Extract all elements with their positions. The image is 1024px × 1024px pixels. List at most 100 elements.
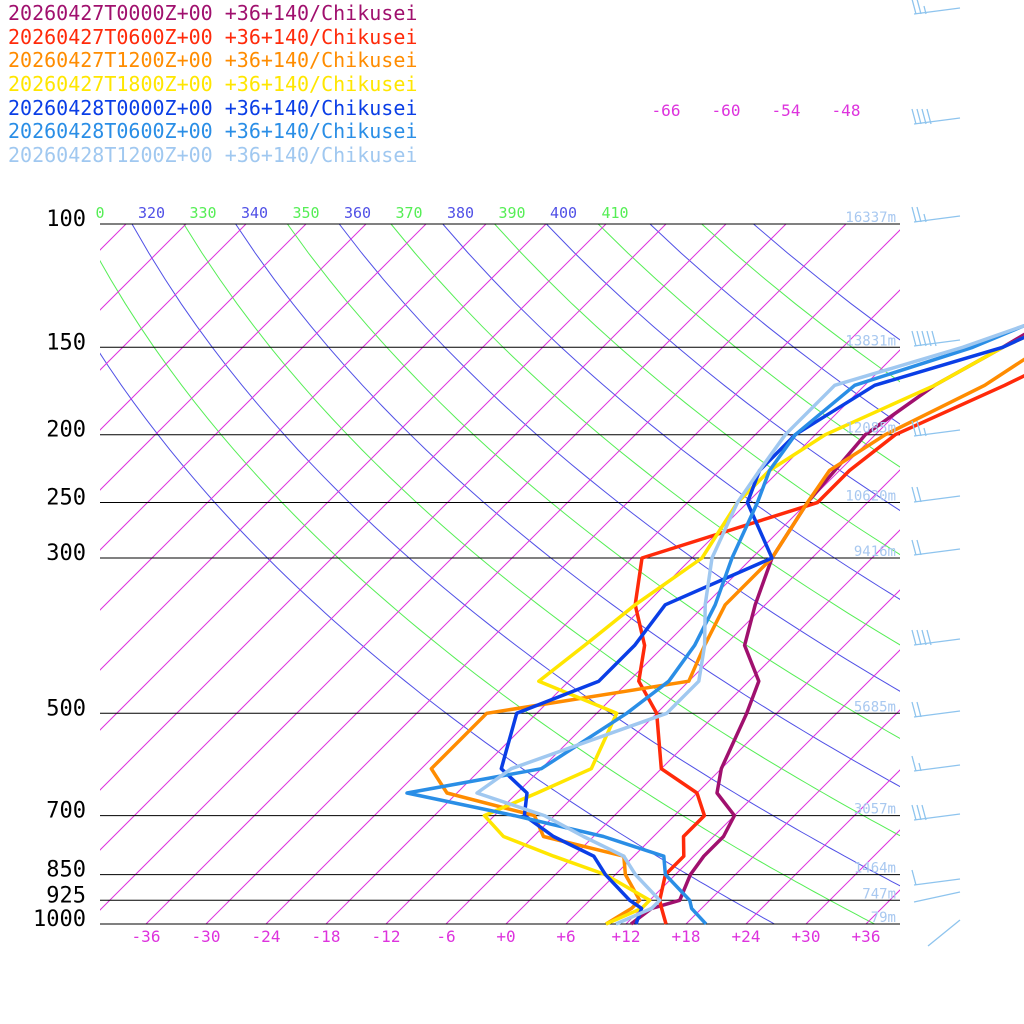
isotherm-line (100, 224, 667, 791)
profile-line-4 (499, 335, 1024, 925)
wind-barb (927, 919, 961, 947)
dry-adiabat-440 (753, 224, 900, 341)
x-tick-label: +24 (732, 927, 761, 946)
height-label: 13831m (845, 333, 896, 349)
legend-entry: 20260427T1800Z+00 +36+140/Chikusei (8, 72, 418, 97)
isotherm-line (100, 224, 247, 371)
isotherm-label: -66 (652, 101, 681, 120)
theta-label: 360 (344, 204, 371, 222)
wind-barb (911, 755, 961, 772)
legend-entry: 20260427T0000Z+00 +36+140/Chikusei (8, 1, 418, 25)
wind-barb (911, 539, 961, 556)
x-tick-label: -30 (192, 927, 221, 946)
dry-adiabat-390 (494, 224, 900, 556)
isobars (100, 223, 900, 925)
height-label: 9416m (854, 544, 896, 560)
pressure-label-700: 700 (46, 799, 86, 824)
profile-line-3 (482, 335, 1024, 926)
theta-label: 410 (601, 204, 628, 222)
theta-label: 370 (395, 204, 422, 222)
isotherm-line (100, 224, 607, 731)
x-tick-label: -12 (372, 927, 401, 946)
isotherm-line (865, 889, 900, 924)
isotherm-line (100, 224, 307, 431)
x-tick-label: +36 (852, 927, 881, 946)
dry-adiabat-330 (183, 224, 900, 837)
x-tick-label: +6 (556, 927, 575, 946)
pressure-label-100: 100 (46, 207, 86, 232)
x-tick-label: +12 (612, 927, 641, 946)
isotherm-line (205, 229, 900, 924)
height-label: 747m (862, 886, 896, 902)
theta-label: 320 (138, 204, 165, 222)
isotherm-line (685, 709, 900, 924)
theta-label: 0 (95, 204, 104, 222)
theta-label: 400 (550, 204, 577, 222)
isotherm-line (745, 769, 900, 924)
profile-line-5 (405, 323, 1024, 926)
pressure-label-925: 925 (46, 883, 86, 908)
wind-barb (911, 206, 961, 223)
pressure-label-250: 250 (46, 486, 86, 511)
height-label: 12085m (845, 421, 896, 437)
isotherm-line (100, 224, 367, 491)
theta-label: 390 (498, 204, 525, 222)
wind-barb (911, 0, 961, 15)
height-label: 79m (871, 910, 896, 926)
pressure-label-500: 500 (46, 696, 86, 721)
theta-label: 380 (447, 204, 474, 222)
isotherm-line (505, 529, 900, 924)
isotherm-line (0, 224, 6, 924)
isotherm-line (100, 224, 727, 851)
isotherm-line (265, 289, 900, 924)
x-tick-label: -24 (252, 927, 281, 946)
pressure-label-300: 300 (46, 541, 86, 566)
isotherm-label: -48 (832, 101, 861, 120)
wind-barb (913, 891, 961, 903)
pressure-label-150: 150 (46, 330, 86, 355)
height-label: 10620m (845, 489, 896, 505)
isotherm-line (565, 589, 900, 924)
legend-entry: 20260427T1200Z+00 +36+140/Chikusei (8, 48, 418, 73)
pressure-label-850: 850 (46, 858, 86, 883)
height-label: 3057m (854, 802, 896, 818)
isotherm-line (100, 224, 547, 671)
legend-entry: 20260428T1200Z+00 +36+140/Chikusei (8, 143, 418, 168)
temperature-profiles (405, 323, 1024, 926)
x-tick-label: -18 (312, 927, 341, 946)
wind-barb (911, 486, 961, 503)
profile-line-0 (629, 332, 1024, 926)
dry-adiabat-400 (546, 224, 900, 512)
pressure-label-200: 200 (46, 418, 86, 443)
dry-adiabat-410 (597, 224, 900, 468)
height-label: 1464m (854, 861, 896, 877)
isotherm-line (385, 409, 900, 924)
wind-barb (911, 701, 961, 718)
isotherm-line (145, 224, 847, 924)
isotherm-line (325, 349, 900, 924)
x-tick-label: -36 (132, 927, 161, 946)
wind-barb (911, 420, 961, 437)
isotherm-line (100, 224, 487, 611)
theta-label: 330 (189, 204, 216, 222)
x-tick-label: -6 (436, 927, 455, 946)
chart-legend: 20260427T0000Z+00 +36+140/Chikusei 202604… (8, 1, 418, 168)
dry-adiabat-420 (649, 224, 900, 425)
wind-barb (911, 330, 961, 347)
wind-barb (911, 804, 961, 821)
isotherm-label: -54 (772, 101, 801, 120)
profile-line-6 (475, 323, 1024, 926)
theta-label: 340 (241, 204, 268, 222)
wind-barb (911, 869, 961, 886)
legend-entry: 20260428T0000Z+00 +36+140/Chikusei (8, 95, 418, 120)
x-tick-label: +0 (496, 927, 515, 946)
isotherm-line (805, 829, 900, 924)
wind-barb (911, 108, 961, 125)
x-tick-label: +18 (672, 927, 701, 946)
isotherm-label: -60 (712, 101, 741, 120)
wind-barbs (911, 0, 961, 947)
isotherm-line (100, 224, 187, 311)
wind-barb (911, 629, 961, 646)
